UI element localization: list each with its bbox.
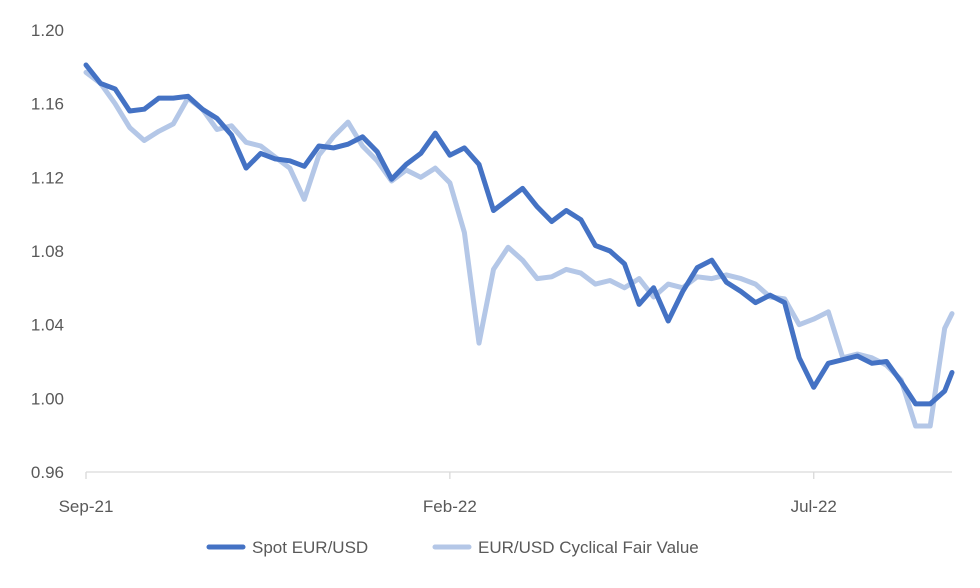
- y-tick-label: 0.96: [31, 463, 64, 482]
- y-tick-label: 1.08: [31, 242, 64, 261]
- y-tick-label: 1.20: [31, 21, 64, 40]
- y-tick-label: 1.16: [31, 95, 64, 114]
- x-tick-label: Jul-22: [791, 497, 837, 516]
- y-tick-label: 1.04: [31, 316, 64, 335]
- x-axis-ticks: Sep-21 Feb-22 Jul-22: [59, 472, 837, 516]
- legend-label-eurusd-fair-value: EUR/USD Cyclical Fair Value: [478, 538, 699, 557]
- series-lines: [83, 62, 955, 429]
- y-tick-label: 1.00: [31, 389, 64, 408]
- spot-eurusd-line: [83, 62, 955, 407]
- y-axis-ticks: 0.96 1.00 1.04 1.08 1.12 1.16 1.20: [31, 21, 64, 482]
- x-tick-label: Sep-21: [59, 497, 114, 516]
- legend-label-spot-eurusd: Spot EUR/USD: [252, 538, 368, 557]
- y-tick-label: 1.12: [31, 168, 64, 187]
- legend: Spot EUR/USD EUR/USD Cyclical Fair Value: [206, 538, 699, 557]
- x-tick-label: Feb-22: [423, 497, 477, 516]
- eurusd-fair-value-line: [83, 69, 955, 429]
